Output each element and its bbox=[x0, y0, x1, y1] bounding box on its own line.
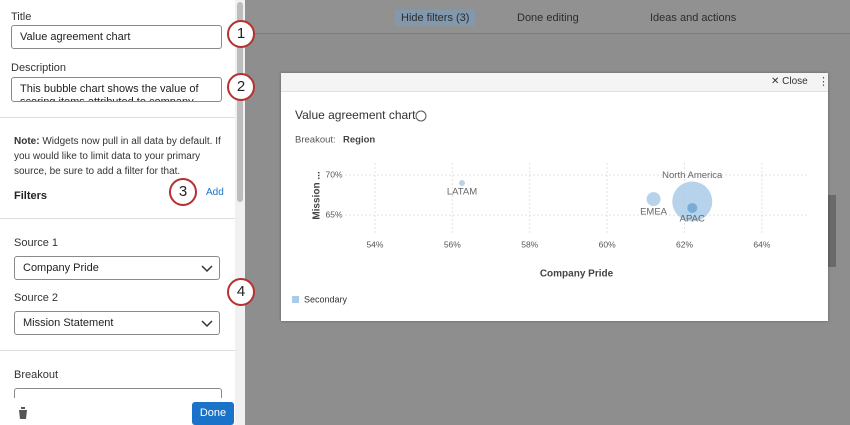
bubble bbox=[459, 180, 466, 187]
toolbar: Hide filters (3) Done editing Ideas and … bbox=[245, 0, 850, 34]
info-icon bbox=[415, 110, 427, 122]
x-axis-label: Company Pride bbox=[540, 269, 614, 280]
y-axis-label: Mission ... bbox=[312, 171, 323, 220]
data-label: APAC bbox=[680, 213, 705, 224]
bubble bbox=[646, 192, 661, 207]
x-tick-label: 58% bbox=[521, 239, 538, 249]
divider bbox=[0, 350, 235, 351]
scrollbar bbox=[235, 0, 245, 425]
source1-select[interactable]: Company Pride bbox=[14, 256, 220, 280]
done-button[interactable]: Done bbox=[192, 402, 234, 425]
sidebar: Title Value agreement chart Description … bbox=[0, 0, 235, 425]
add-link[interactable]: Add bbox=[206, 187, 224, 198]
close-button[interactable]: ✕ Close bbox=[771, 76, 808, 87]
x-tick-label: 64% bbox=[753, 239, 770, 249]
divider bbox=[0, 218, 235, 219]
y-tick-label: 70% bbox=[325, 169, 342, 179]
legend-label: Secondary bbox=[304, 294, 348, 304]
menu-icon[interactable]: ⋮ bbox=[818, 76, 829, 88]
data-label: EMEA bbox=[640, 207, 668, 218]
breakout-select[interactable] bbox=[14, 388, 222, 399]
description-input[interactable]: This bubble chart shows the value of sco… bbox=[11, 77, 222, 102]
bubble bbox=[687, 202, 698, 213]
note-text: Widgets now pull in all data by default.… bbox=[14, 136, 221, 177]
close-text[interactable]: Close bbox=[782, 76, 808, 87]
bg-scroll bbox=[828, 195, 836, 267]
source2-select[interactable]: Mission Statement bbox=[14, 311, 220, 335]
title-label: Title bbox=[11, 11, 32, 23]
y-tick-label: 65% bbox=[325, 209, 342, 219]
title-input[interactable]: Value agreement chart bbox=[11, 25, 222, 49]
chart: Value agreement chart Breakout: Region 65% 7… bbox=[292, 108, 809, 304]
modal-header: ✕ Close ⋮ bbox=[281, 73, 829, 92]
chevrons bbox=[201, 265, 213, 328]
note: Note: Widgets now pull in all data by de… bbox=[14, 134, 224, 179]
data-label: LATAM bbox=[447, 187, 477, 198]
x-tick-label: 60% bbox=[599, 239, 616, 249]
chart-title: Value agreement chart bbox=[295, 108, 416, 122]
callout: 2 bbox=[227, 73, 255, 101]
callout: 4 bbox=[227, 278, 255, 306]
modal: ✕ Close ⋮ Value agreement chart Breakout:… bbox=[281, 73, 829, 321]
ideas-actions[interactable]: Ideas and actions bbox=[650, 12, 737, 24]
divider bbox=[0, 117, 235, 118]
filters-heading: Filters bbox=[14, 190, 48, 202]
x-tick-label: 56% bbox=[444, 239, 461, 249]
note-bold: Note: bbox=[14, 136, 40, 147]
x-tick-label: 62% bbox=[676, 239, 693, 249]
trash-icon[interactable] bbox=[17, 407, 29, 419]
done-editing[interactable]: Done editing bbox=[517, 12, 579, 24]
source2-label: Source 2 bbox=[14, 292, 59, 304]
source1-label: Source 1 bbox=[14, 237, 59, 249]
data-label: North America bbox=[662, 170, 723, 181]
hide-filters[interactable]: Hide filters (3) bbox=[395, 10, 476, 26]
breakout-value: Region bbox=[343, 135, 375, 146]
callout: 3 bbox=[169, 178, 197, 206]
breakout-label: Breakout bbox=[14, 369, 59, 381]
x-tick-label: 54% bbox=[366, 239, 383, 249]
breakout-label: Breakout: bbox=[295, 135, 336, 146]
description-label: Description bbox=[11, 62, 67, 74]
legend-swatch bbox=[292, 296, 299, 303]
callout: 1 bbox=[227, 20, 255, 48]
scroll-thumb[interactable] bbox=[237, 2, 243, 202]
bubble bbox=[672, 181, 713, 222]
